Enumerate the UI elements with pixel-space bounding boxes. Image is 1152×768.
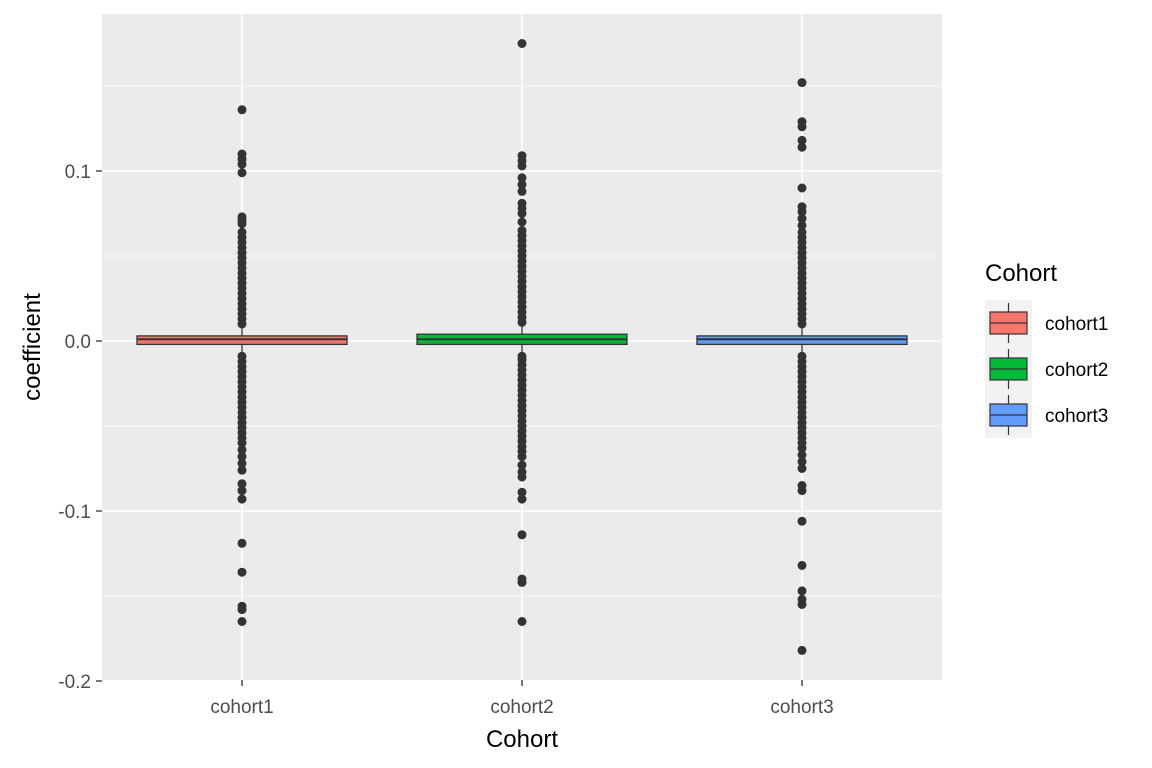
outlier-point: [797, 214, 807, 224]
outlier-point: [237, 465, 247, 475]
outlier-point: [517, 487, 527, 497]
outlier-point: [517, 161, 527, 171]
outlier-point: [797, 594, 807, 604]
legend-item-cohort3: cohort3: [989, 395, 1108, 435]
outlier-point: [797, 319, 807, 329]
legend-item-label: cohort3: [1045, 406, 1108, 427]
outlier-point: [517, 209, 527, 218]
legend-item-label: cohort2: [1045, 360, 1108, 381]
legend-items: cohort1 cohort2 cohort3: [989, 303, 1108, 435]
y-axis-ticks: -0.2 -0.1 0.0 0.1: [58, 162, 102, 693]
outlier-point: [517, 180, 527, 190]
x-tick-label: cohort3: [770, 697, 833, 718]
legend-item-cohort2: cohort2: [989, 349, 1108, 389]
outlier-point: [237, 486, 247, 496]
outlier-point: [517, 617, 527, 626]
outlier-point: [237, 617, 247, 626]
outlier-point: [797, 220, 807, 230]
y-tick-label: -0.2: [58, 672, 91, 693]
outlier-point: [237, 105, 247, 115]
outlier-point: [517, 574, 527, 584]
y-tick-label: 0.1: [65, 162, 91, 183]
outlier-point: [797, 450, 807, 460]
outlier-point: [797, 122, 807, 132]
outlier-point: [237, 319, 247, 329]
x-axis-title: Cohort: [486, 726, 558, 753]
outlier-point: [237, 351, 247, 361]
outlier-point: [797, 560, 807, 570]
outlier-point: [517, 39, 527, 48]
outlier-point: [797, 481, 807, 490]
outlier-point: [237, 219, 247, 229]
outlier-point: [237, 567, 247, 577]
y-tick-label: -0.1: [58, 502, 91, 523]
outlier-point: [237, 168, 247, 178]
x-axis-ticks: cohort1 cohort2 cohort3: [210, 680, 834, 718]
outlier-point: [517, 186, 527, 196]
outlier-point: [237, 452, 247, 462]
outlier-point: [797, 516, 807, 526]
legend-item-cohort1: cohort1: [989, 303, 1108, 343]
outlier-point: [237, 494, 247, 504]
legend-item-label: cohort1: [1045, 314, 1108, 335]
legend: Cohort cohort1 cohort2 cohort3: [985, 260, 1108, 438]
x-tick-label: cohort2: [490, 697, 553, 718]
outlier-point: [797, 351, 807, 361]
outlier-point: [797, 645, 807, 655]
outlier-point: [517, 467, 527, 477]
outlier-point: [237, 538, 247, 548]
box-cohort1: [136, 105, 348, 626]
y-axis-title: coefficient: [19, 293, 46, 401]
outlier-point: [797, 183, 807, 193]
outlier-point: [797, 78, 807, 88]
outlier-point: [797, 207, 807, 217]
outlier-point: [237, 601, 247, 611]
outlier-point: [517, 460, 527, 470]
y-tick-label: 0.0: [65, 332, 91, 353]
outlier-point: [517, 351, 527, 361]
outlier-point: [797, 142, 807, 152]
legend-title: Cohort: [985, 260, 1057, 287]
outlier-point: [517, 173, 527, 183]
outlier-point: [237, 159, 247, 169]
outlier-point: [517, 317, 527, 327]
box-cohort3: [696, 78, 908, 655]
boxes-layer: [136, 39, 908, 655]
outlier-point: [517, 217, 527, 227]
outlier-point: [237, 479, 247, 489]
outlier-point: [797, 135, 807, 145]
x-tick-label: cohort1: [210, 697, 273, 718]
outlier-point: [797, 586, 807, 596]
outlier-point: [517, 530, 527, 540]
outlier-point: [237, 458, 247, 468]
outlier-point: [797, 457, 807, 467]
outlier-point: [517, 494, 527, 504]
outlier-point: [237, 445, 247, 455]
box-cohort2: [416, 39, 628, 626]
outlier-point: [797, 464, 807, 473]
